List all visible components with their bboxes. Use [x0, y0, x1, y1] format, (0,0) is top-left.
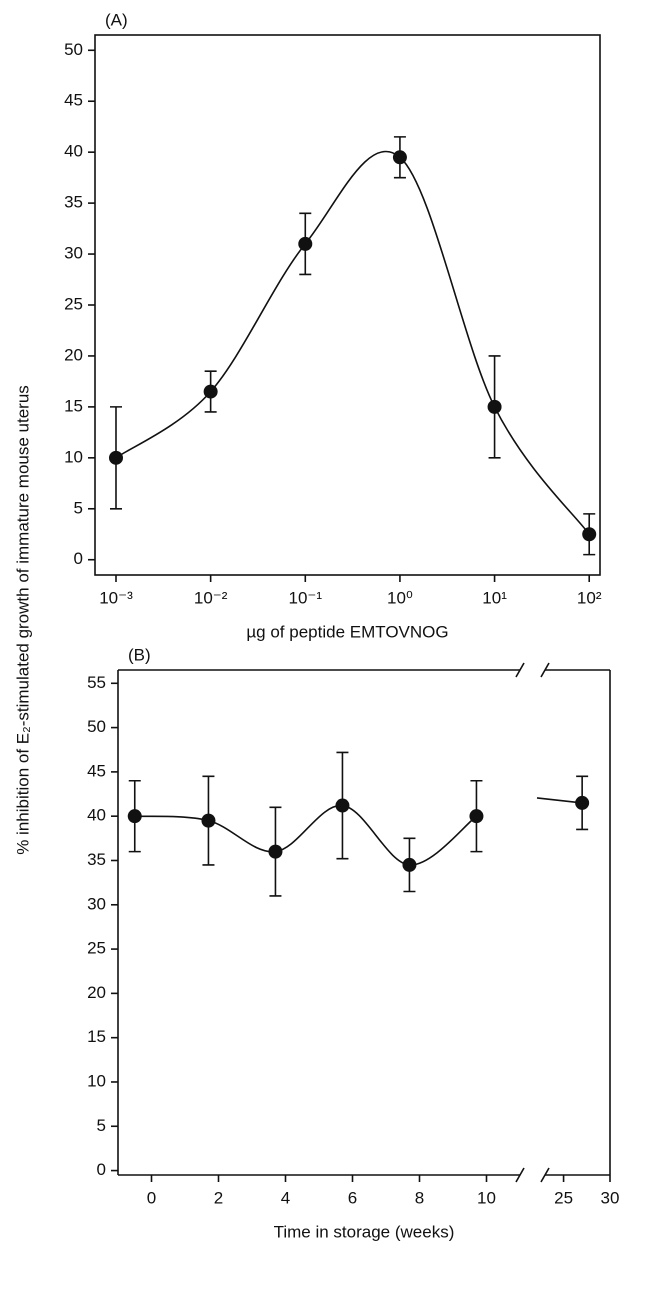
- y-tick-label: 15: [64, 396, 83, 415]
- y-tick-label: 25: [64, 294, 83, 313]
- data-point: [298, 236, 313, 251]
- x-axis-label: µg of peptide EMTOVNOG: [246, 622, 448, 641]
- plot-frame: [94, 34, 601, 576]
- y-tick-label: 30: [87, 894, 106, 913]
- data-point: [108, 450, 123, 465]
- axis-break: [540, 662, 550, 678]
- x-tick-label: 25: [554, 1188, 573, 1207]
- axis-break: [515, 1167, 525, 1183]
- y-tick-label: 35: [64, 193, 83, 212]
- panel-label: (B): [128, 645, 151, 664]
- y-tick-label: 10: [64, 447, 83, 466]
- x-tick-label: 10²: [577, 588, 602, 607]
- curve: [115, 150, 590, 535]
- y-tick-label: 15: [87, 1027, 106, 1046]
- y-tick-label: 20: [87, 983, 106, 1002]
- x-tick-label: 0: [147, 1188, 156, 1207]
- data-point: [203, 384, 218, 399]
- data-point: [335, 798, 350, 813]
- x-tick-label: 6: [348, 1188, 357, 1207]
- axis-break: [515, 662, 525, 678]
- x-tick-label: 4: [281, 1188, 290, 1207]
- y-tick-label: 5: [74, 498, 83, 517]
- x-tick-label: 10⁻³: [99, 588, 133, 607]
- data-point: [582, 527, 597, 542]
- x-tick-label: 30: [601, 1188, 620, 1207]
- x-tick-label: 8: [415, 1188, 424, 1207]
- data-point: [487, 399, 502, 414]
- data-point: [575, 795, 590, 810]
- y-tick-label: 25: [87, 939, 106, 958]
- x-tick-label: 10⁰: [387, 588, 413, 607]
- y-axis-label: % inhibition of E₂-stimulated growth of …: [13, 385, 32, 855]
- data-point: [201, 813, 216, 828]
- data-point: [469, 809, 484, 824]
- y-tick-label: 45: [64, 91, 83, 110]
- data-point: [268, 844, 283, 859]
- y-tick-label: 55: [87, 673, 106, 692]
- y-tick-label: 0: [74, 549, 83, 568]
- x-axis-label: Time in storage (weeks): [274, 1222, 455, 1241]
- y-tick-label: 50: [87, 717, 106, 736]
- data-point: [402, 857, 417, 872]
- y-tick-label: 45: [87, 761, 106, 780]
- y-tick-label: 40: [64, 142, 83, 161]
- curve: [536, 797, 583, 804]
- y-tick-label: 5: [97, 1116, 106, 1135]
- y-tick-label: 35: [87, 850, 106, 869]
- x-tick-label: 10: [477, 1188, 496, 1207]
- y-tick-label: 30: [64, 244, 83, 263]
- x-tick-label: 10⁻²: [194, 588, 228, 607]
- y-tick-label: 50: [64, 40, 83, 59]
- y-tick-label: 40: [87, 806, 106, 825]
- axis-break: [540, 1167, 550, 1183]
- data-point: [127, 809, 142, 824]
- panel-label: (A): [105, 10, 128, 29]
- y-tick-label: 20: [64, 345, 83, 364]
- x-tick-label: 2: [214, 1188, 223, 1207]
- x-tick-label: 10⁻¹: [289, 588, 323, 607]
- y-tick-label: 10: [87, 1071, 106, 1090]
- curve: [134, 804, 477, 866]
- x-tick-label: 10¹: [482, 588, 507, 607]
- y-tick-label: 0: [97, 1160, 106, 1179]
- data-point: [392, 150, 407, 165]
